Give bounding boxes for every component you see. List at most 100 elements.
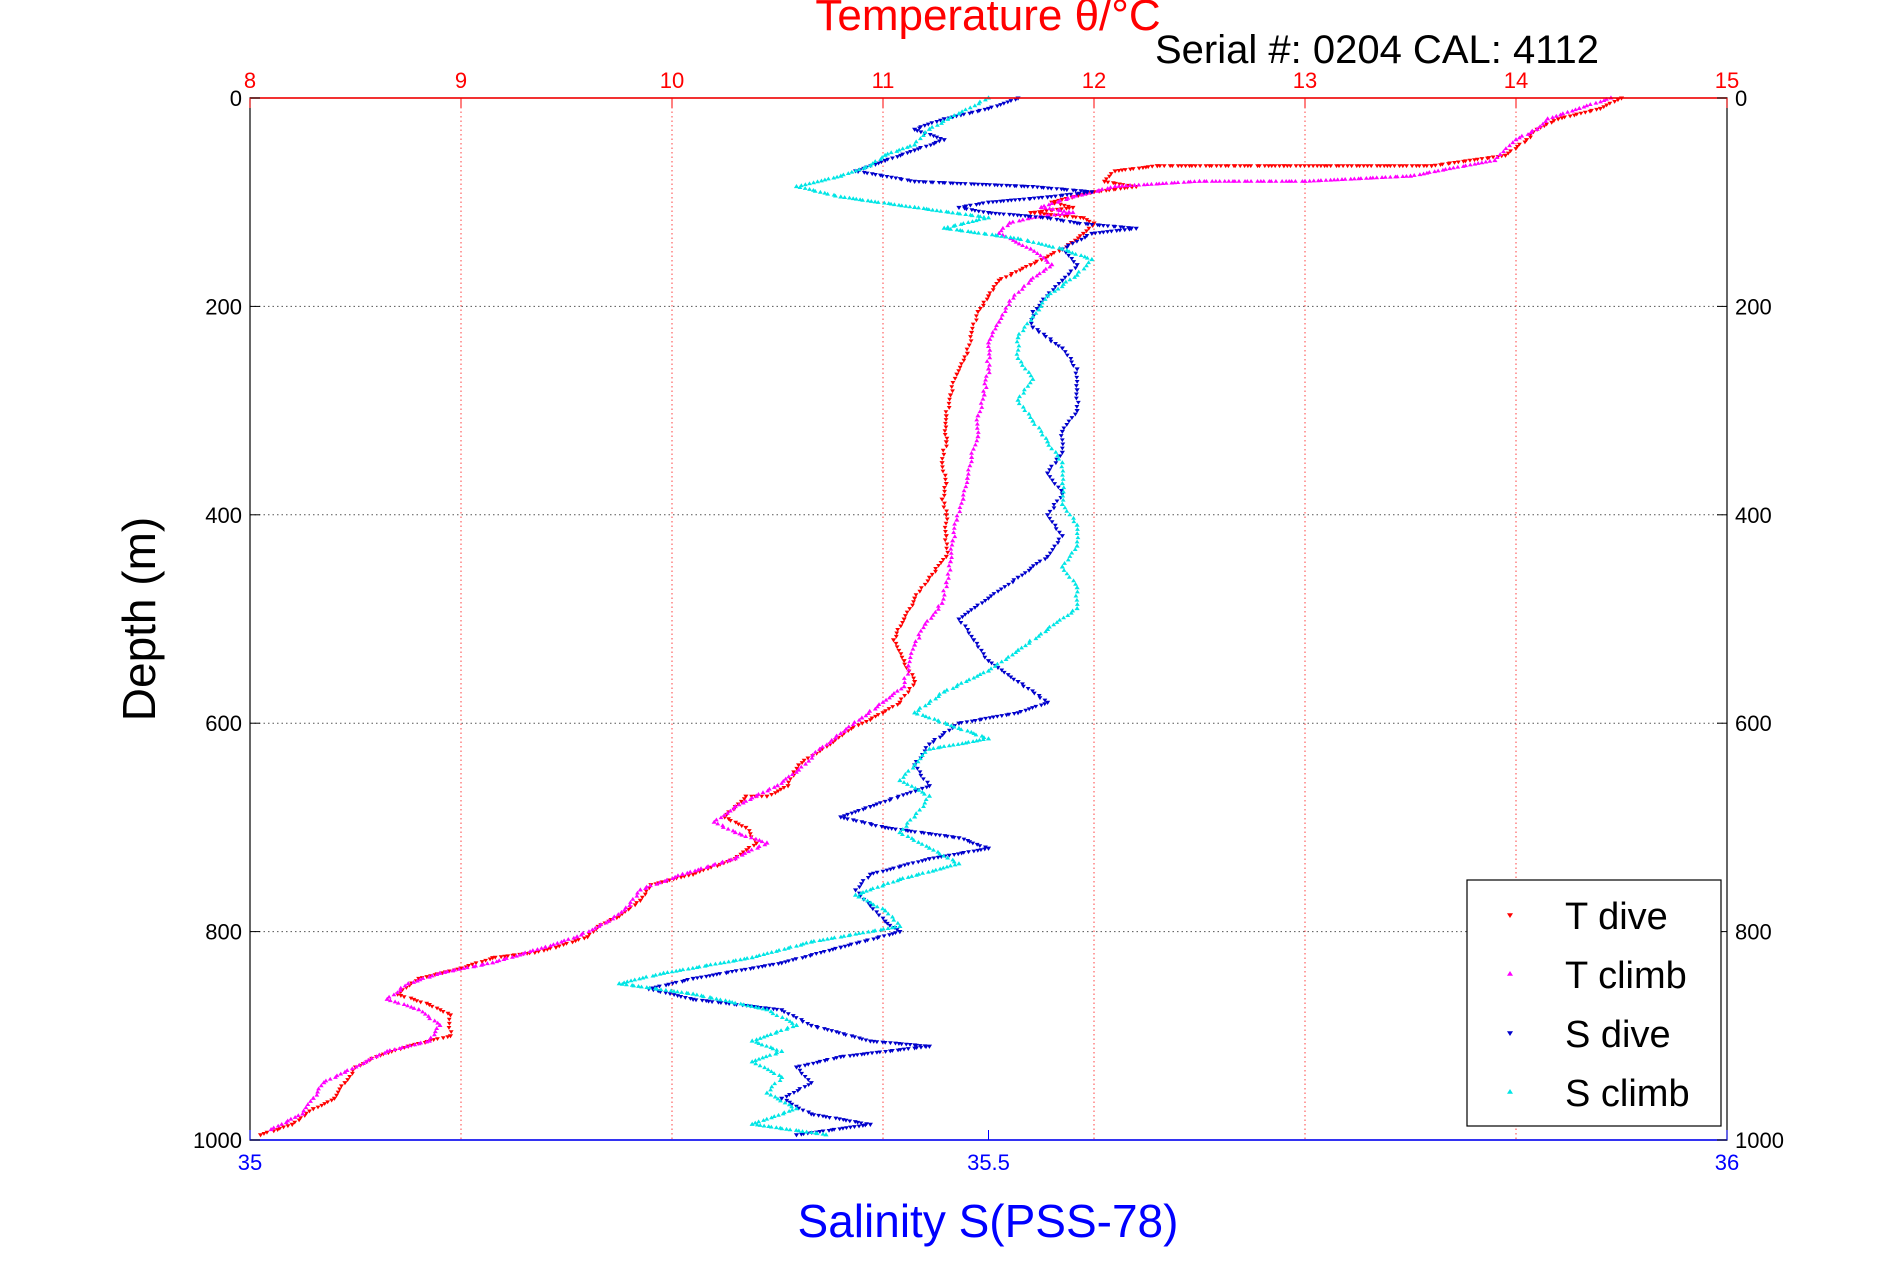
data-point-interp — [789, 1102, 795, 1107]
data-point-interp — [576, 937, 581, 942]
data-point-interp — [907, 817, 913, 822]
data-point-interp — [931, 856, 937, 861]
data-point-interp — [760, 1006, 766, 1011]
data-point-interp — [1217, 178, 1223, 183]
data-point-interp — [875, 936, 880, 941]
data-point-interp — [964, 347, 970, 352]
data-point-interp — [718, 815, 724, 820]
data-point-interp — [398, 993, 404, 998]
data-point-interp — [1059, 211, 1065, 216]
data-point-interp — [846, 724, 852, 729]
data-point-interp — [1302, 164, 1308, 169]
data-point-interp — [564, 941, 569, 946]
data-point-interp — [942, 538, 948, 543]
data-point-interp — [628, 900, 633, 904]
data-point-interp — [1028, 566, 1034, 571]
data-point-interp — [829, 936, 834, 940]
data-point — [1030, 418, 1036, 423]
data-point-interp — [1222, 178, 1228, 183]
data-point-interp — [1061, 567, 1067, 572]
data-point-interp — [1573, 107, 1578, 112]
data-point-interp — [698, 975, 704, 980]
data-point-interp — [1036, 241, 1042, 245]
data-point-interp — [1069, 416, 1075, 420]
data-point-interp — [802, 1085, 808, 1089]
data-point-interp — [923, 746, 929, 750]
data-point-interp — [1047, 551, 1053, 556]
data-point-interp — [965, 471, 971, 476]
data-point-interp — [807, 181, 812, 186]
data-point-interp — [957, 509, 963, 514]
data-point-interp — [946, 575, 951, 580]
data-point-interp — [915, 860, 921, 865]
data-point-interp — [918, 130, 924, 135]
data-point — [808, 939, 814, 944]
data-point-interp — [965, 728, 970, 733]
data-point — [954, 372, 960, 377]
data-point-interp — [753, 1061, 759, 1066]
data-point-interp — [680, 967, 686, 972]
data-point-interp — [1073, 251, 1079, 256]
data-point — [1080, 216, 1087, 221]
data-point-interp — [798, 1132, 804, 1137]
data-point-interp — [404, 1044, 409, 1049]
data-point-interp — [974, 738, 980, 743]
data-point — [749, 1059, 755, 1064]
data-point-interp — [971, 446, 976, 451]
data-point — [1074, 409, 1080, 414]
data-point-interp — [773, 1030, 779, 1035]
data-point-interp — [851, 1053, 857, 1058]
data-point-interp — [610, 916, 616, 921]
data-point-interp — [416, 1041, 422, 1046]
data-point-interp — [999, 183, 1004, 188]
data-point-interp — [1242, 164, 1247, 169]
data-point-interp — [1027, 380, 1033, 385]
data-point-interp — [1020, 217, 1026, 222]
data-point-interp — [1455, 160, 1461, 165]
data-point-interp — [1050, 288, 1056, 293]
temperature-tick-label: 14 — [1504, 68, 1528, 93]
data-point-interp — [1026, 568, 1032, 573]
data-point-interp — [977, 307, 983, 311]
data-point-interp — [960, 492, 966, 497]
data-point-interp — [907, 179, 913, 184]
data-point-interp — [908, 829, 914, 834]
data-point-interp — [694, 976, 700, 981]
data-point-interp — [943, 421, 948, 426]
data-point-interp — [514, 953, 519, 958]
data-point-interp — [907, 204, 913, 209]
data-point-interp — [909, 873, 915, 878]
data-point-interp — [1026, 280, 1032, 285]
data-point-interp — [1192, 179, 1197, 184]
data-point-interp — [941, 592, 947, 597]
depth-tick-label-left: 200 — [205, 294, 242, 319]
data-point-interp — [307, 1109, 312, 1114]
data-point-interp — [710, 973, 716, 978]
data-point-interp — [1348, 176, 1354, 181]
data-point-interp — [988, 666, 994, 671]
data-point-interp — [1074, 239, 1080, 244]
data-point-interp — [875, 200, 881, 204]
data-point-interp — [761, 1118, 766, 1122]
data-point-interp — [1016, 218, 1022, 223]
data-point-interp — [890, 932, 896, 937]
data-point-interp — [945, 550, 951, 555]
data-point — [1534, 126, 1540, 131]
data-point — [1015, 236, 1021, 241]
data-point — [749, 1121, 755, 1126]
data-point-interp — [657, 971, 663, 976]
data-point-interp — [448, 1030, 454, 1035]
data-point-interp — [871, 803, 877, 808]
data-point-interp — [987, 355, 993, 360]
data-point-interp — [916, 205, 921, 210]
data-point-interp — [704, 865, 709, 870]
data-point-interp — [806, 1110, 811, 1115]
data-point-interp — [1067, 220, 1073, 224]
data-point-interp — [1079, 192, 1085, 197]
data-point-interp — [736, 822, 741, 827]
data-point-interp — [1598, 99, 1603, 104]
data-point-interp — [958, 727, 964, 732]
data-point-interp — [1064, 214, 1070, 219]
data-point-interp — [1047, 264, 1053, 269]
